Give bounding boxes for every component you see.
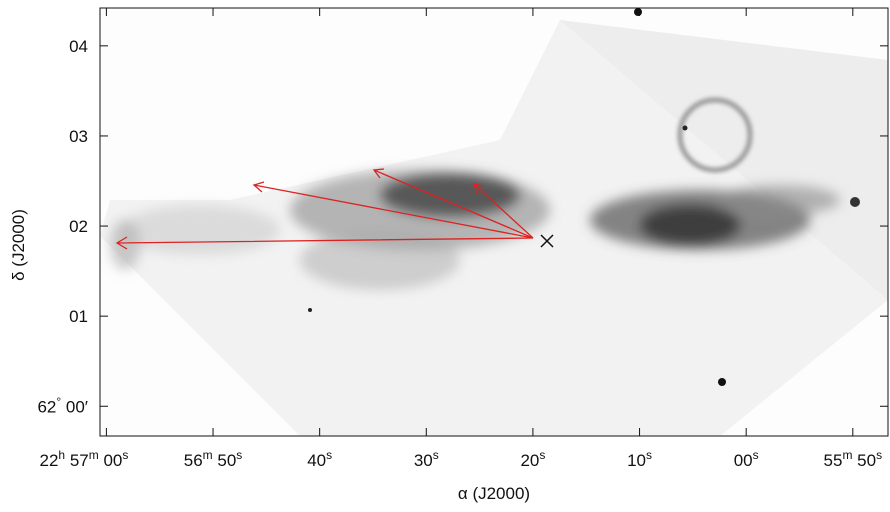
star [308, 308, 312, 312]
x-tick-label: 22h 57m 00s [40, 448, 129, 470]
y-tick-label: 62° 00′ [37, 394, 88, 416]
star [634, 8, 642, 16]
figure: α (J2000) δ (J2000) 22h 57m 00s 56m 50s 40… [0, 0, 890, 507]
star [850, 197, 860, 207]
nebula-blob [110, 220, 140, 270]
star [718, 378, 726, 386]
x-tick-label: 30s [414, 448, 439, 470]
nebula-blob [640, 205, 740, 245]
x-tick-label: 56m 50s [184, 448, 243, 470]
x-tick-label: 20s [520, 448, 545, 470]
nebula-blob [120, 205, 280, 255]
x-tick-label: 10s [627, 448, 652, 470]
nebula-blob [380, 173, 520, 217]
x-tick-label: 55m 50s [824, 448, 883, 470]
y-tick-label: 04 [69, 37, 88, 56]
x-tick-label: 40s [307, 448, 332, 470]
y-tick-label: 01 [69, 307, 88, 326]
star [683, 126, 688, 131]
y-tick-label: 02 [69, 217, 88, 236]
x-axis-label: α (J2000) [458, 484, 530, 503]
nebula-blob [720, 185, 840, 215]
x-tick-label: 00s [734, 448, 759, 470]
y-axis-label: δ (J2000) [9, 209, 28, 281]
y-tick-label: 03 [69, 127, 88, 146]
